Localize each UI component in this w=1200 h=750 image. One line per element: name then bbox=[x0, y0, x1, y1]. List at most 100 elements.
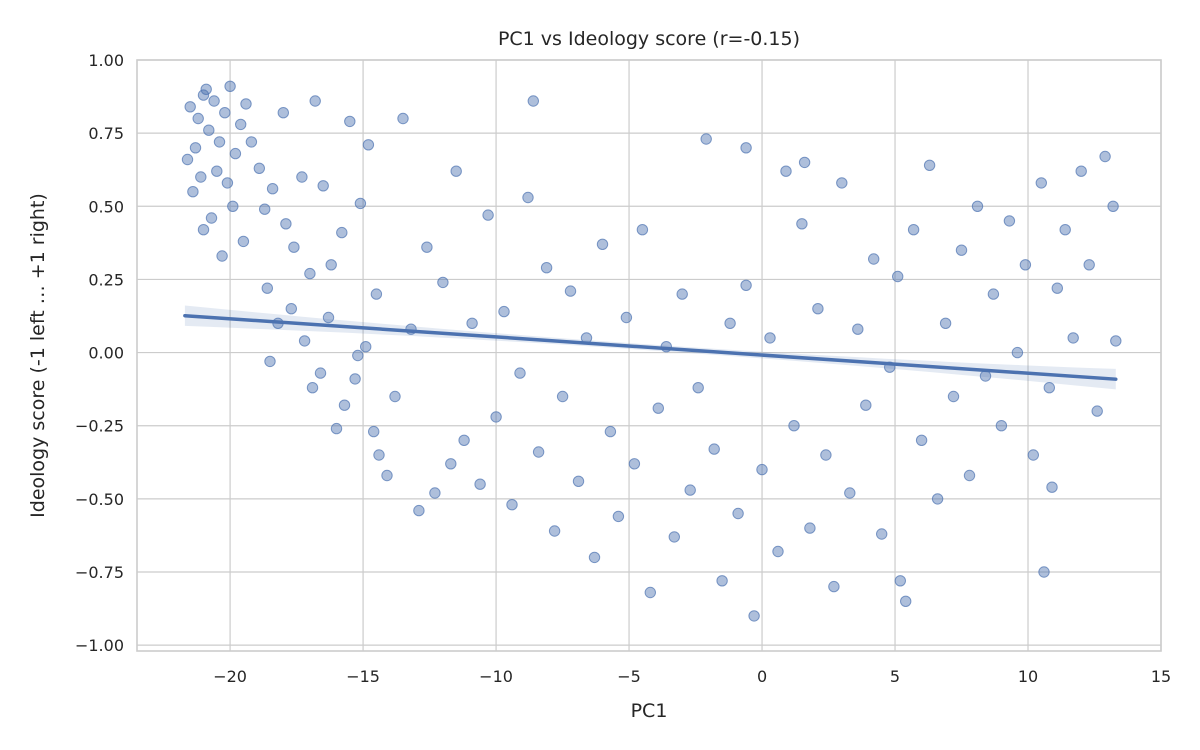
data-point bbox=[235, 118, 247, 131]
data-point bbox=[868, 253, 880, 265]
data-point bbox=[370, 288, 383, 300]
data-point bbox=[368, 425, 380, 438]
y-tick-label: 0.00 bbox=[88, 344, 124, 363]
data-point bbox=[892, 270, 904, 283]
x-tick-label: 15 bbox=[1151, 667, 1171, 686]
data-point bbox=[1091, 405, 1103, 417]
data-point bbox=[344, 115, 356, 128]
data-point bbox=[211, 165, 223, 177]
data-point bbox=[788, 420, 800, 432]
data-point bbox=[445, 458, 457, 470]
data-point bbox=[716, 575, 728, 587]
data-point bbox=[213, 136, 226, 148]
data-point bbox=[947, 390, 960, 403]
x-tick-label: 10 bbox=[1018, 667, 1038, 686]
data-point bbox=[1067, 332, 1079, 344]
data-point bbox=[490, 411, 502, 423]
data-point bbox=[245, 136, 258, 148]
y-tick-label: 0.50 bbox=[88, 197, 124, 216]
data-point bbox=[604, 425, 617, 438]
data-point bbox=[317, 180, 329, 192]
plot-area bbox=[136, 59, 1162, 652]
data-point bbox=[1051, 282, 1064, 294]
data-point bbox=[197, 224, 210, 236]
data-point bbox=[336, 226, 348, 239]
data-point bbox=[955, 244, 968, 256]
data-point bbox=[588, 551, 601, 564]
data-point bbox=[995, 420, 1008, 432]
data-point bbox=[1011, 346, 1024, 359]
y-tick-label: 0.25 bbox=[88, 270, 124, 289]
data-point bbox=[381, 469, 393, 482]
data-point bbox=[971, 200, 984, 213]
regression-fit bbox=[183, 305, 1118, 390]
data-point bbox=[1046, 481, 1058, 493]
data-point bbox=[253, 162, 265, 175]
data-point bbox=[240, 98, 252, 110]
data-point bbox=[325, 259, 337, 271]
data-point bbox=[352, 349, 364, 362]
y-tick-label: −0.25 bbox=[75, 417, 124, 436]
data-point bbox=[264, 355, 276, 368]
data-point bbox=[200, 83, 212, 96]
data-point bbox=[812, 303, 824, 315]
data-point bbox=[931, 493, 944, 505]
data-point bbox=[450, 165, 462, 177]
data-point bbox=[756, 463, 768, 476]
data-point bbox=[636, 224, 649, 236]
data-point bbox=[939, 317, 952, 329]
data-point bbox=[1003, 215, 1016, 227]
data-point bbox=[203, 124, 215, 136]
data-point bbox=[596, 238, 609, 251]
data-point bbox=[338, 399, 351, 411]
data-point bbox=[277, 107, 289, 119]
data-point bbox=[915, 434, 928, 446]
data-point bbox=[298, 335, 311, 347]
data-point bbox=[1107, 200, 1119, 213]
data-point bbox=[314, 367, 327, 379]
regression-line bbox=[183, 313, 1118, 381]
tick-labels: −20 −15 −10 −5 0 5 10 15 −1.00 −0.75 −0.50 −0.25 0.0… bbox=[75, 51, 1171, 686]
data-point bbox=[413, 504, 425, 517]
data-point bbox=[1035, 177, 1048, 189]
data-point bbox=[458, 434, 470, 446]
data-point bbox=[280, 218, 292, 230]
data-point bbox=[514, 367, 526, 379]
y-tick-label: −0.50 bbox=[75, 490, 124, 509]
data-point bbox=[540, 262, 553, 274]
y-tick-label: 1.00 bbox=[88, 51, 124, 70]
data-point bbox=[684, 484, 696, 496]
data-point bbox=[227, 200, 239, 213]
data-point bbox=[466, 317, 478, 329]
data-point bbox=[1083, 259, 1095, 271]
data-point bbox=[780, 165, 792, 177]
data-point bbox=[296, 171, 308, 183]
y-tick-label: −1.00 bbox=[75, 636, 124, 655]
data-point bbox=[820, 449, 832, 461]
data-point bbox=[421, 241, 433, 253]
data-point bbox=[181, 153, 194, 166]
data-point bbox=[548, 525, 561, 537]
data-point bbox=[373, 449, 385, 461]
data-point bbox=[189, 142, 202, 154]
data-point bbox=[506, 499, 518, 511]
y-axis-title: Ideology score (-1 left … +1 right) bbox=[27, 193, 49, 518]
data-point bbox=[828, 580, 840, 593]
data-point bbox=[532, 446, 545, 458]
data-point bbox=[740, 279, 752, 291]
data-point bbox=[261, 282, 273, 294]
data-point bbox=[804, 522, 816, 534]
data-point bbox=[894, 575, 906, 587]
data-point bbox=[556, 390, 569, 403]
data-point bbox=[764, 332, 776, 344]
data-point bbox=[437, 276, 449, 289]
y-tick-label: 0.75 bbox=[88, 124, 124, 143]
data-point bbox=[216, 250, 228, 262]
data-point bbox=[676, 288, 688, 300]
data-point bbox=[304, 267, 316, 280]
data-point bbox=[1043, 382, 1056, 394]
x-tick-label: −15 bbox=[346, 667, 380, 686]
data-point bbox=[389, 390, 401, 403]
x-tick-label: 0 bbox=[757, 667, 767, 686]
